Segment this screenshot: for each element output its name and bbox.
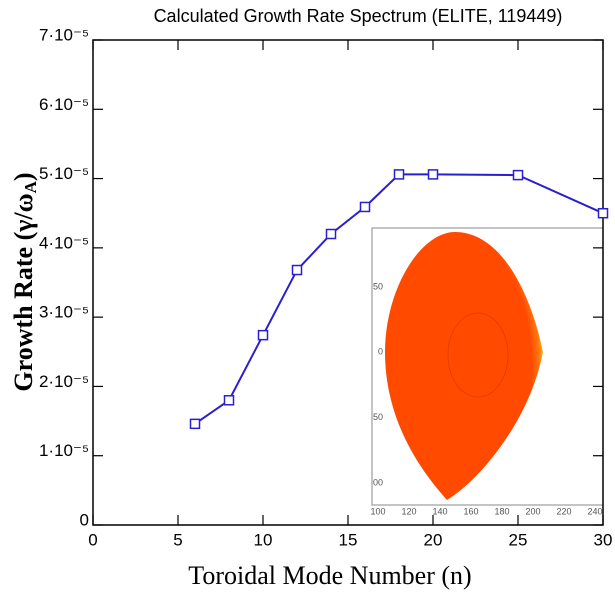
data-point	[597, 207, 609, 219]
y-tick-label: 2·10⁻⁵	[39, 372, 89, 391]
inset-y-tick-label: 00	[373, 477, 383, 487]
data-point	[359, 201, 371, 213]
x-tick-label: 25	[509, 530, 528, 549]
chart-title: Calculated Growth Rate Spectrum (ELITE, …	[154, 6, 563, 26]
x-tick-label: 0	[88, 530, 97, 549]
y-tick-label: 4·10⁻⁵	[39, 233, 89, 252]
inset-x-tick-label: 160	[463, 506, 478, 516]
y-tick-label: 1·10⁻⁵	[39, 441, 89, 460]
inset-x-tick-label: 220	[556, 506, 571, 516]
x-tick-label: 20	[424, 530, 443, 549]
y-axis-label-close: )	[9, 172, 38, 181]
x-axis-label: Toroidal Mode Number (n)	[188, 561, 471, 590]
y-tick-label: 3·10⁻⁵	[39, 303, 89, 322]
x-tick-label: 15	[339, 530, 358, 549]
data-point	[427, 169, 439, 180]
y-tick-label: 7·10⁻⁵	[39, 25, 89, 44]
inset-x-tick-label: 180	[494, 506, 509, 516]
data-point	[257, 329, 269, 341]
data-point	[223, 395, 235, 406]
y-axis-label-text: Growth Rate (γ/ω	[9, 193, 38, 391]
inset-x-tick-label: 120	[401, 506, 416, 516]
inset-x-tick-label: 200	[525, 506, 540, 516]
inset-x-tick-label: 140	[432, 506, 447, 516]
y-axis-label: Growth Rate (γ/ωA)	[9, 172, 40, 391]
y-tick-label: 5·10⁻⁵	[39, 164, 89, 183]
inset-y-tick-label: 0	[378, 347, 383, 357]
inset-y-tick-label: 50	[373, 412, 383, 422]
x-tick-label: 5	[173, 530, 182, 549]
inset-contour	[447, 312, 509, 398]
data-point	[393, 169, 405, 180]
inset-y-tick-label: 50	[373, 281, 383, 291]
y-tick-label: 6·10⁻⁵	[39, 95, 89, 114]
y-tick-label: 0	[80, 510, 89, 529]
data-point	[325, 228, 337, 240]
data-point	[189, 418, 201, 430]
data-point	[291, 264, 303, 276]
data-line	[194, 173, 604, 425]
inset-plasma	[385, 232, 543, 500]
inset-x-tick-label: 100	[370, 506, 385, 516]
x-tick-label: 30	[594, 530, 613, 549]
inset: 100 120 140 160 180 200 220 240 50 0 50 00	[370, 227, 604, 516]
data-point	[512, 169, 524, 181]
y-axis-label-sub: A	[21, 180, 40, 193]
inset-x-tick-label: 240	[587, 506, 602, 516]
x-tick-label: 10	[254, 530, 273, 549]
